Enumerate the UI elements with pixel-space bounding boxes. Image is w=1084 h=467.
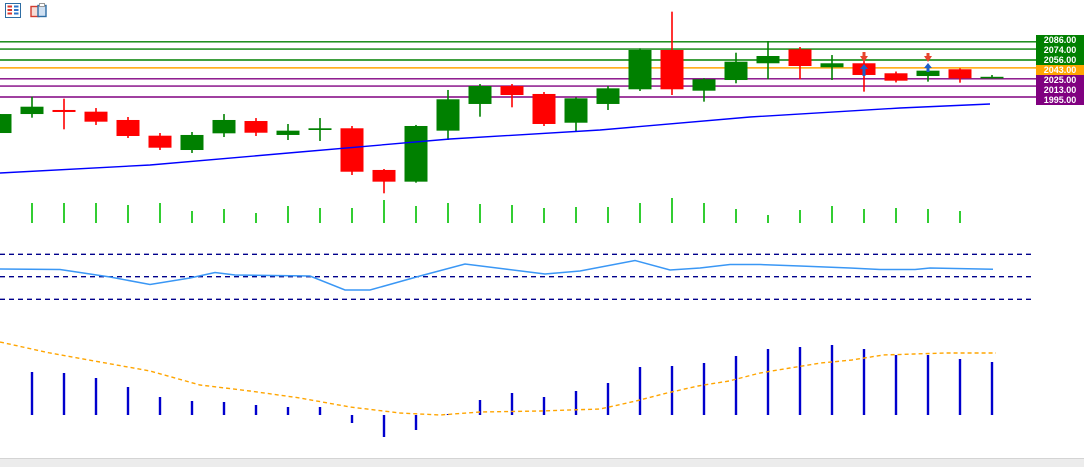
table-view-icon[interactable]	[4, 3, 22, 18]
price-level-label: 2086.00	[1036, 35, 1084, 45]
price-level-labels: 2086.00 2074.00 2056.00 2043.00 2025.00 2013.…	[1036, 35, 1084, 105]
price-level-label: 1995.00	[1036, 95, 1084, 105]
toolbar	[4, 3, 48, 18]
price-level-label: 2013.00	[1036, 85, 1084, 95]
price-level-label: 2056.00	[1036, 55, 1084, 65]
price-level-label: 2025.00	[1036, 75, 1084, 85]
price-level-label: 2043.00	[1036, 65, 1084, 75]
price-level-label: 2074.00	[1036, 45, 1084, 55]
status-bar	[0, 458, 1084, 467]
copy-chart-icon[interactable]	[30, 3, 48, 18]
